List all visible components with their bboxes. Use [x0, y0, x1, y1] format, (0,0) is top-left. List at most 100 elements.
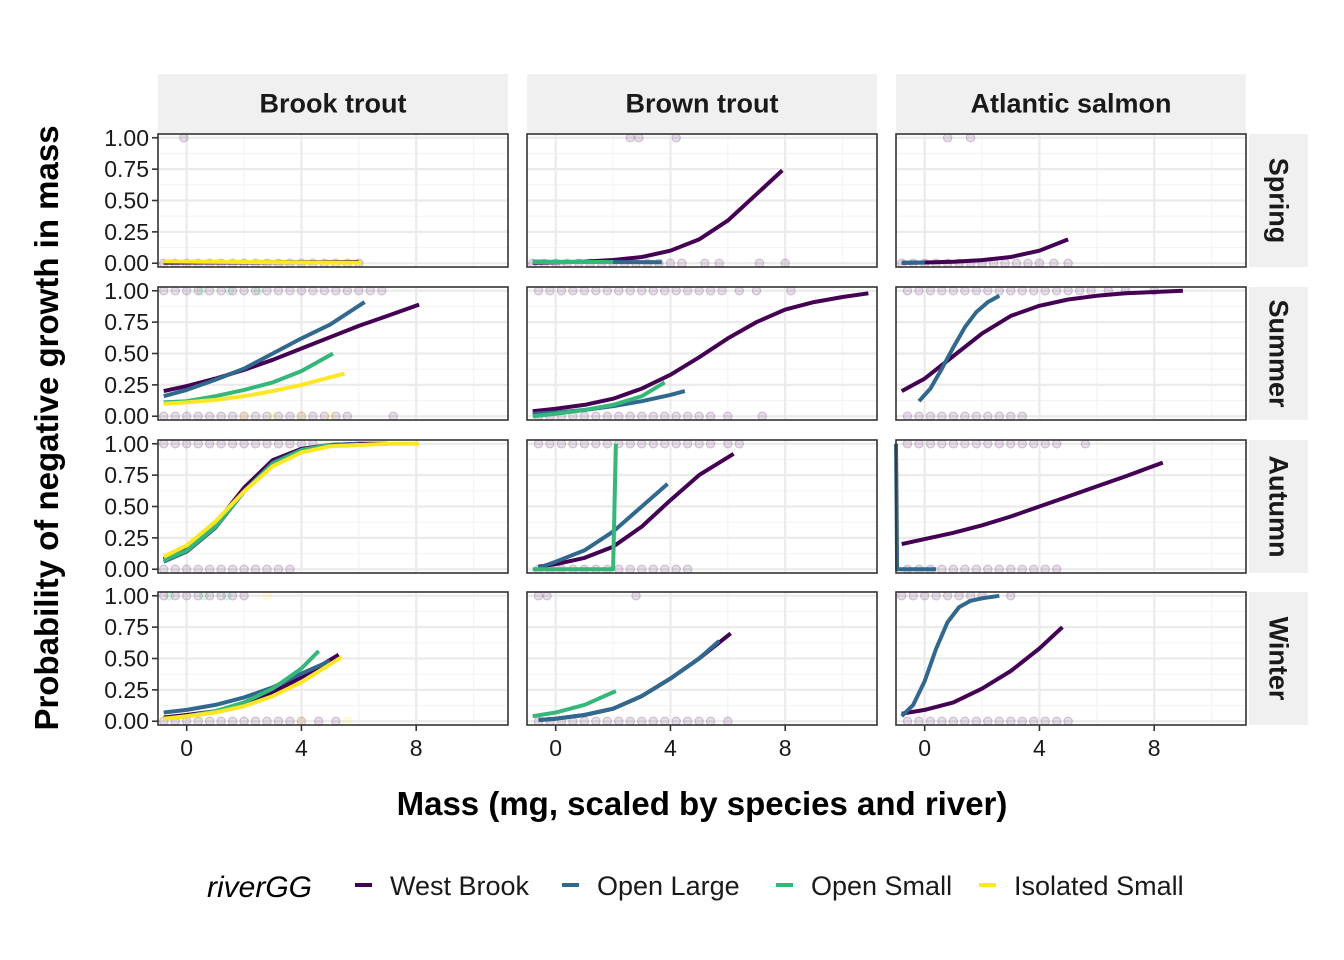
data-point-west-brook [262, 286, 272, 296]
curve-west-brook [901, 460, 1164, 547]
data-point-west-brook [682, 716, 693, 726]
data-point-west-brook [925, 716, 936, 726]
data-point-open-small [253, 286, 264, 296]
data-point-west-brook [1006, 286, 1016, 296]
data-point-west-brook [625, 716, 635, 726]
data-point-west-brook [227, 411, 238, 421]
data-point-isolated-small [325, 411, 335, 421]
data-point-isolated-small [239, 411, 249, 421]
y-tick-label: 0.50 [104, 646, 149, 672]
y-tick-label: 0.00 [104, 556, 149, 582]
data-point-west-brook [925, 286, 936, 296]
panel-border [895, 591, 1247, 726]
y-tick-label: 0.50 [104, 341, 149, 367]
data-point-west-brook [1017, 564, 1027, 574]
data-point-west-brook [902, 439, 913, 449]
data-point-west-brook [533, 439, 544, 449]
curve-open-small [532, 443, 618, 572]
data-point-west-brook [365, 286, 375, 296]
panel-spring-atlantic-salmon [895, 133, 1247, 268]
data-point-west-brook [216, 439, 226, 449]
data-point-west-brook [660, 411, 670, 421]
data-point-west-brook [660, 439, 670, 449]
data-point-west-brook [723, 439, 733, 449]
data-point-west-brook [204, 439, 215, 449]
data-point-west-brook [579, 716, 590, 726]
panel-border [526, 591, 878, 726]
strip-background [1249, 287, 1308, 420]
data-point-west-brook [273, 564, 284, 574]
data-point-west-brook [568, 439, 578, 449]
data-point-west-brook [954, 591, 964, 601]
data-point-west-brook [354, 286, 364, 296]
x-tick-label: 8 [1148, 735, 1161, 761]
panel-autumn-brown-trout [526, 439, 878, 574]
data-point-west-brook [1029, 564, 1039, 574]
data-point-west-brook [250, 411, 261, 421]
strip-background [896, 74, 1246, 133]
data-point-west-brook [204, 286, 215, 296]
data-point-west-brook [170, 411, 180, 421]
data-point-west-brook [971, 564, 982, 574]
curve-isolated-small [163, 259, 362, 265]
data-point-west-brook [637, 716, 647, 726]
data-point-west-brook [942, 133, 953, 143]
data-point-west-brook [948, 286, 959, 296]
data-point-west-brook [204, 564, 215, 574]
data-point-west-brook [925, 439, 936, 449]
data-point-west-brook [625, 439, 635, 449]
data-point-west-brook [682, 564, 693, 574]
data-point-west-brook [671, 564, 681, 574]
data-point-west-brook [625, 564, 635, 574]
panel-winter-brook-trout [157, 591, 509, 726]
data-point-west-brook [694, 286, 704, 296]
data-point-west-brook [579, 439, 590, 449]
data-point-west-brook [181, 286, 192, 296]
data-point-west-brook [705, 286, 716, 296]
panel-autumn-atlantic-salmon [894, 439, 1247, 574]
data-point-west-brook [902, 411, 913, 421]
strip-background [1249, 440, 1308, 573]
data-point-west-brook [648, 564, 658, 574]
curve-open-large [538, 639, 721, 722]
data-point-west-brook [591, 439, 601, 449]
data-point-west-brook [937, 411, 947, 421]
strips-layer: Brook trout Brown trout Atlantic salmon Spr… [158, 74, 1308, 725]
data-point-west-brook [181, 564, 192, 574]
y-tick-label: 0.00 [104, 403, 149, 429]
curve-open-small [532, 380, 666, 419]
strip-label: Atlantic salmon [970, 89, 1171, 119]
data-point-west-brook [159, 286, 169, 296]
legend-label: Isolated Small [1014, 871, 1184, 901]
legend: riverGG West Brook Open Large Open Small Is… [207, 871, 1184, 904]
data-point-west-brook [994, 564, 1004, 574]
data-point-west-brook [331, 716, 341, 726]
panel-winter-atlantic-salmon [895, 591, 1247, 726]
strip-brook-trout: Brook trout [158, 74, 508, 133]
data-point-west-brook [1006, 591, 1016, 601]
legend-item-west-brook: West Brook [355, 871, 530, 901]
data-point-west-brook [960, 439, 970, 449]
data-point-west-brook [648, 411, 658, 421]
data-point-west-brook [948, 564, 959, 574]
y-tick-label: 0.75 [104, 309, 149, 335]
x-tick-label: 8 [410, 735, 423, 761]
data-point-west-brook [170, 564, 180, 574]
data-point-west-brook [285, 716, 295, 726]
data-point-isolated-small [296, 411, 307, 421]
panel-border [526, 286, 878, 421]
data-point-west-brook [193, 564, 203, 574]
data-point-west-brook [308, 411, 318, 421]
data-point-west-brook [648, 286, 658, 296]
y-tick-label: 1.00 [104, 431, 149, 457]
data-point-west-brook [751, 286, 762, 296]
data-point-west-brook [757, 411, 767, 421]
y-tick-label: 0.00 [104, 708, 149, 734]
x-tick-label: 4 [664, 735, 677, 761]
data-point-west-brook [994, 716, 1004, 726]
data-point-west-brook [227, 564, 238, 574]
data-point-west-brook [296, 286, 307, 296]
data-point-west-brook [786, 286, 796, 296]
data-point-west-brook [960, 564, 970, 574]
